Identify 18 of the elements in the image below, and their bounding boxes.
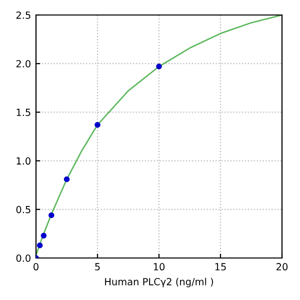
y-tick-label: 2.5 — [16, 11, 30, 19]
y-tick-label: 1.0 — [16, 157, 30, 165]
point — [36, 242, 43, 248]
x-tick-label: 15 — [215, 263, 226, 270]
point — [156, 64, 162, 70]
point — [40, 232, 47, 239]
x-tick-label: 5 — [95, 263, 100, 270]
y-tick-label: 0.0 — [16, 254, 30, 262]
point — [94, 122, 100, 128]
y-tick-label: 0.5 — [16, 206, 30, 214]
point — [64, 176, 70, 182]
x-axis-title: Human PLCγ2 (ng/ml ) — [105, 278, 214, 288]
point — [48, 212, 54, 218]
y-tick-label: 1.5 — [16, 108, 30, 116]
x-tick-label: 10 — [154, 263, 165, 270]
x-tick-label: 0 — [34, 263, 38, 270]
y-tick-label: 2.0 — [16, 60, 30, 68]
x-tick-label: 20 — [276, 263, 288, 270]
